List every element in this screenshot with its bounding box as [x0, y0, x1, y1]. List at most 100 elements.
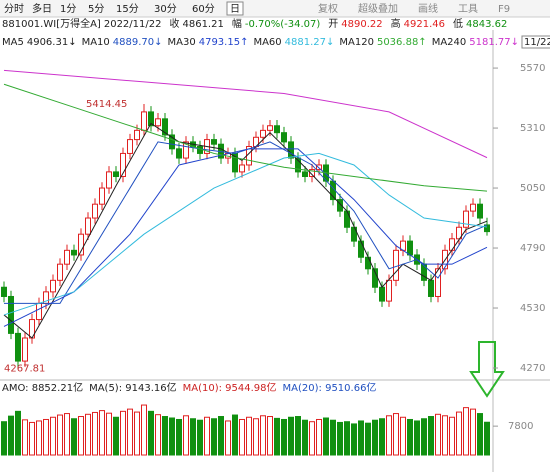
tool[interactable]: 工具 [458, 3, 478, 15]
legend-name: MA60 [253, 37, 281, 48]
quote-field: -0.70%(-34.07) [245, 19, 321, 30]
candle-body [456, 226, 462, 240]
volume-bar [337, 421, 343, 456]
tool[interactable]: 超级叠加 [358, 2, 398, 15]
volume-bar [407, 418, 413, 456]
y-tick-label: 4530 [520, 303, 545, 314]
candle-body [15, 332, 21, 362]
candle-body [57, 263, 63, 281]
volume-bar [50, 416, 56, 456]
candle-body [449, 238, 455, 251]
candle-body [64, 249, 70, 265]
volume-bar [477, 413, 483, 456]
legend-name: MA240 [432, 37, 467, 48]
volume-bar [330, 419, 336, 456]
candle-body [379, 286, 385, 302]
candle-body [435, 268, 441, 297]
volume-bar [64, 413, 70, 456]
volume-bar [190, 418, 196, 456]
ma-line [3, 152, 488, 316]
tab[interactable]: 5分 [88, 3, 104, 15]
candle-body [288, 141, 294, 159]
candle-body [274, 125, 280, 134]
volume-bar [127, 408, 133, 456]
tab[interactable]: 多日 [32, 2, 52, 15]
candle-body [484, 224, 490, 233]
candle-body [99, 187, 105, 205]
tab[interactable]: 30分 [154, 3, 177, 15]
tab[interactable]: 1分 [60, 3, 76, 15]
candle-body [1, 286, 7, 297]
candle-body [127, 139, 133, 154]
volume-bar [85, 413, 91, 456]
volume-ma-label: MA(5): 9143.16亿 [89, 381, 177, 394]
volume-bar [134, 411, 140, 456]
volume-bar [456, 411, 462, 456]
volume-bar [204, 416, 210, 456]
y-tick-label: 7800 [508, 421, 533, 432]
volume-bar [288, 416, 294, 456]
tab[interactable]: 分时 [4, 3, 24, 15]
candle-body [85, 217, 91, 235]
volume-bar [57, 414, 63, 456]
y-tick-label: 5570 [520, 63, 545, 74]
y-tick-label: 5050 [520, 183, 545, 194]
candle-body [169, 134, 175, 150]
tool[interactable]: 画线 [418, 2, 438, 15]
volume-bar [302, 419, 308, 456]
candle-body [50, 279, 56, 293]
candle-body [295, 157, 301, 173]
quote-field: 881001.WI[万得全A] [2, 17, 101, 30]
candle-body [155, 118, 161, 127]
volume-bar [106, 412, 112, 456]
period-box [521, 35, 550, 49]
volume-bar [8, 415, 14, 456]
legend-value: 4793.15↑ [199, 37, 249, 48]
candle-body [106, 171, 112, 189]
candle-body [365, 256, 371, 270]
volume-bar [246, 416, 252, 456]
candle-body [176, 148, 182, 159]
candle-body [239, 164, 245, 173]
volume-bar [225, 420, 231, 456]
volume-bar [92, 411, 98, 456]
volume-bar [428, 416, 434, 456]
toolbar [0, 0, 550, 17]
volume-bar [36, 420, 42, 456]
candle-body [211, 139, 217, 145]
quote-field: 幅 [232, 17, 242, 30]
candle-body [428, 279, 434, 297]
quote-field: 2022/11/22 [104, 19, 162, 30]
candle-body [309, 169, 315, 178]
tab[interactable]: 日 [230, 4, 240, 15]
volume-bar [22, 419, 28, 456]
tab[interactable]: 60分 [192, 3, 215, 15]
volume-bar [484, 421, 490, 456]
volume-bar [400, 416, 406, 456]
tab[interactable]: 15分 [116, 3, 139, 15]
candle-body [113, 171, 119, 178]
volume-bar [379, 418, 385, 456]
volume-bar [120, 410, 126, 456]
volume-bar [358, 420, 364, 456]
quote-field: 4890.22 [341, 19, 382, 30]
tool[interactable]: F9 [498, 4, 510, 15]
volume-bar [344, 421, 350, 456]
quote-field: 4861.21 [182, 19, 223, 30]
quote-field: 4921.46 [404, 19, 445, 30]
volume-bar [323, 417, 329, 456]
volume-bar [162, 416, 168, 456]
volume-bar [148, 410, 154, 456]
y-tick-label: 4790 [520, 243, 545, 254]
candle-body [71, 249, 77, 256]
volume-title: AMO: 8852.21亿 [2, 381, 83, 394]
volume-bar [239, 418, 245, 456]
annotation: 5414.45 [86, 99, 127, 110]
candle-body [337, 199, 343, 212]
tool[interactable]: 复权 [318, 2, 338, 15]
y-tick-label: 5310 [520, 123, 545, 134]
legend-value: 5036.88↑ [377, 37, 427, 48]
quote-field: 高 [391, 17, 401, 30]
annotation: 4267.81 [4, 364, 45, 375]
candle-body [162, 118, 168, 136]
